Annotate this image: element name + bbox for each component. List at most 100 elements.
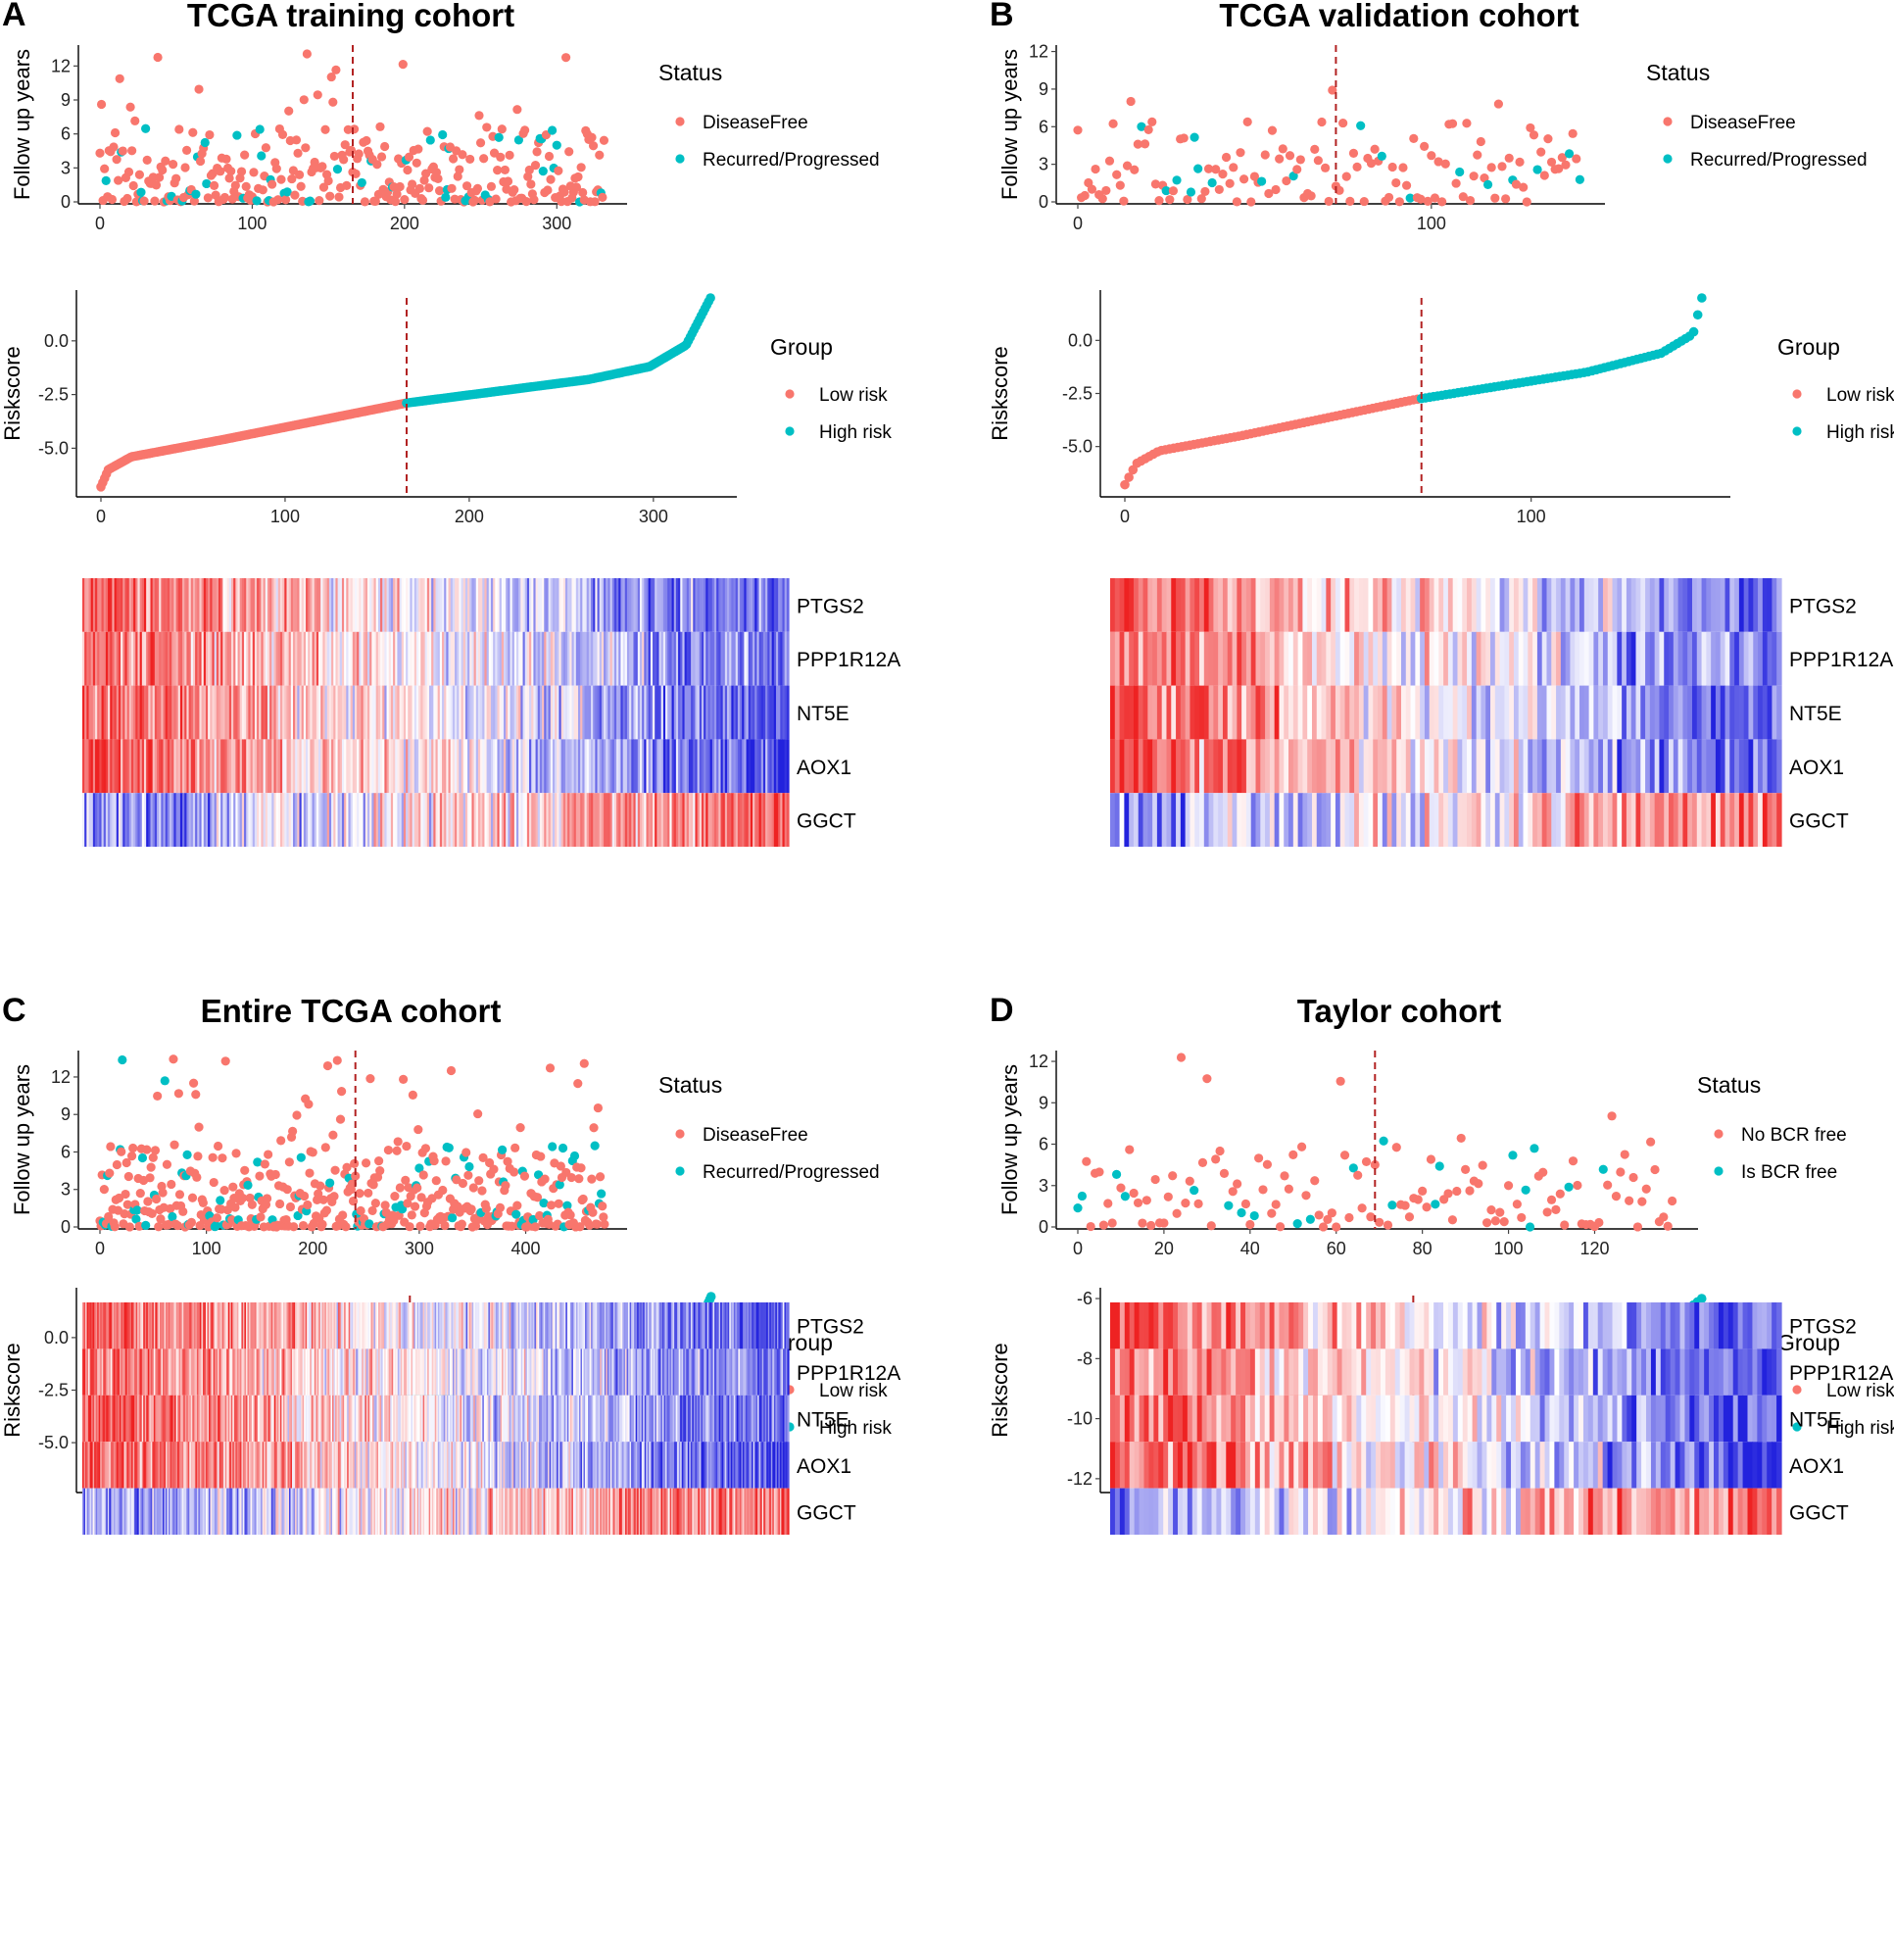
- status-point: [400, 195, 409, 204]
- heatmap-cell: [1223, 578, 1228, 632]
- status-point: [1448, 120, 1457, 128]
- heatmap-cell: [1406, 686, 1411, 740]
- heatmap-cell: [1495, 632, 1500, 686]
- heatmap-cell: [1298, 739, 1303, 793]
- heatmap-cell: [1669, 578, 1674, 632]
- heatmap-cell: [1603, 632, 1608, 686]
- status-point: [1462, 119, 1471, 127]
- heatmap-cell: [1542, 632, 1547, 686]
- heatmap-cell: [1411, 578, 1416, 632]
- heatmap-cell: [1608, 632, 1613, 686]
- heatmap-cell: [1721, 686, 1725, 740]
- status-point: [477, 1186, 486, 1195]
- heatmap-cell: [1776, 578, 1781, 632]
- status-point: [1483, 180, 1492, 189]
- heatmap-cell: [1213, 632, 1218, 686]
- status-point: [1391, 178, 1400, 187]
- risk-point: [1689, 327, 1699, 337]
- status-point: [1154, 196, 1163, 205]
- status-point: [558, 1144, 567, 1152]
- status-point: [408, 1210, 416, 1219]
- status-point: [210, 1178, 219, 1187]
- status-point: [287, 174, 296, 183]
- status-point: [512, 105, 521, 114]
- status-point: [125, 103, 134, 112]
- heatmap-cell: [1364, 686, 1369, 740]
- status-point: [1108, 120, 1117, 128]
- heatmap-cell: [1734, 686, 1739, 740]
- status-point: [394, 1137, 403, 1146]
- status-point: [474, 1176, 483, 1185]
- status-point: [331, 66, 340, 74]
- heatmap-cell: [1383, 793, 1387, 847]
- heatmap-cell: [1162, 793, 1167, 847]
- status-point: [1314, 156, 1323, 165]
- status-legend-title: Status: [658, 1072, 722, 1098]
- status-point: [232, 130, 241, 139]
- heatmap-cell: [1477, 578, 1481, 632]
- heatmap-cell: [1218, 632, 1223, 686]
- status-point: [504, 176, 512, 185]
- heatmap-cell: [1331, 793, 1336, 847]
- status-point: [324, 176, 333, 185]
- status-point: [170, 1141, 178, 1150]
- heatmap-cell: [1622, 632, 1627, 686]
- status-point: [304, 1100, 313, 1108]
- status-point: [252, 196, 261, 205]
- heatmap-cell: [1734, 578, 1739, 632]
- heatmap-cell: [1758, 793, 1763, 847]
- heatmap-cell: [1748, 578, 1753, 632]
- heatmap-cell: [1354, 578, 1359, 632]
- status-point: [284, 107, 293, 116]
- panel-title: TCGA training cohort: [187, 0, 514, 33]
- heatmap-cell: [1551, 578, 1556, 632]
- status-point: [1187, 187, 1195, 196]
- heatmap-cell: [1284, 632, 1288, 686]
- status-point: [570, 1152, 579, 1160]
- status-point: [108, 195, 117, 204]
- heatmap-cell: [1340, 739, 1345, 793]
- status-point: [546, 175, 555, 184]
- heatmap-cell: [1176, 793, 1181, 847]
- heatmap-cell: [1706, 739, 1711, 793]
- status-point: [1208, 178, 1217, 187]
- heatmap-cell: [1721, 793, 1725, 847]
- heatmap-cell: [1650, 578, 1655, 632]
- heatmap-cell: [1495, 739, 1500, 793]
- heatmap-cell: [1284, 578, 1288, 632]
- heatmap-cell: [1237, 739, 1241, 793]
- heatmap-cell: [1753, 686, 1758, 740]
- heatmap-cell: [1617, 632, 1622, 686]
- heatmap-cell: [1664, 686, 1669, 740]
- status-point: [464, 1162, 473, 1171]
- status-ytick-label: 12: [1029, 42, 1048, 62]
- status-point: [532, 147, 541, 156]
- heatmap-cell: [1472, 578, 1477, 632]
- heatmap-cell: [1171, 793, 1176, 847]
- heatmap-cell: [1519, 686, 1524, 740]
- heatmap-cell: [1288, 686, 1293, 740]
- heatmap-cell: [1364, 739, 1369, 793]
- heatmap-cell: [1472, 739, 1477, 793]
- status-point: [330, 152, 339, 161]
- heatmap-cell: [1199, 632, 1204, 686]
- status-point: [249, 168, 258, 176]
- heatmap-cell: [1354, 686, 1359, 740]
- heatmap-cell: [1448, 739, 1453, 793]
- heatmap-cell: [1509, 793, 1514, 847]
- status-point: [548, 1142, 557, 1151]
- status-point: [1409, 134, 1418, 143]
- heatmap-cell: [1636, 793, 1641, 847]
- status-point: [124, 1172, 133, 1181]
- heatmap-cell: [1551, 739, 1556, 793]
- heatmap-cell: [1514, 578, 1519, 632]
- heatmap-cell: [1528, 793, 1532, 847]
- heatmap-cell: [1721, 578, 1725, 632]
- heatmap-cell: [1504, 578, 1509, 632]
- heatmap-cell: [1682, 686, 1687, 740]
- heatmap-cell: [1322, 632, 1327, 686]
- status-legend-title: Status: [1646, 60, 1710, 85]
- heatmap-cell: [1528, 739, 1532, 793]
